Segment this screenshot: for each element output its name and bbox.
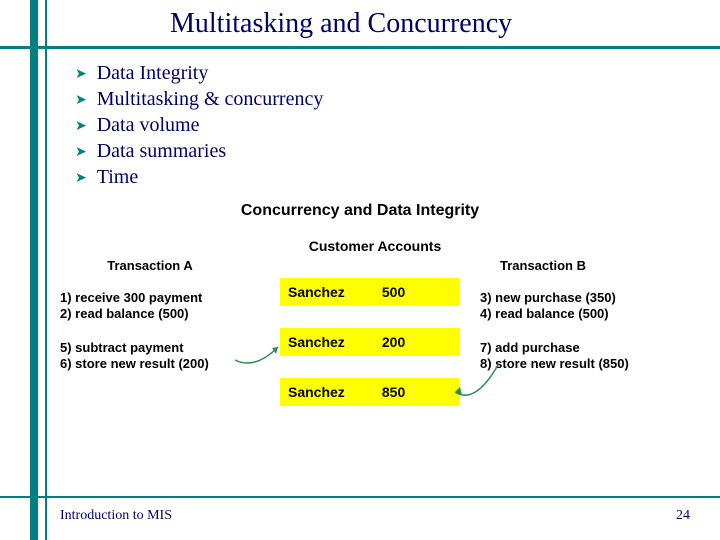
page-title: Multitasking and Concurrency	[170, 8, 710, 40]
bullet-text: Data Integrity	[97, 62, 209, 85]
account-row: Sanchez 500	[280, 278, 460, 306]
step-line: 2) read balance (500)	[60, 306, 250, 322]
bullet-icon: ➤	[75, 65, 87, 82]
bullet-icon: ➤	[75, 169, 87, 186]
step-line: 3) new purchase (350)	[480, 290, 690, 306]
transaction-b-step-block: 3) new purchase (350) 4) read balance (5…	[480, 290, 690, 323]
decor-top-bar	[0, 46, 720, 49]
transaction-a-step-block: 5) subtract payment 6) store new result …	[60, 340, 250, 373]
decor-left-thin	[45, 0, 47, 540]
bullet-item: ➤ Data volume	[75, 114, 323, 137]
bullet-text: Time	[97, 166, 139, 189]
accounts-header: Customer Accounts	[290, 238, 460, 254]
bullet-icon: ➤	[75, 91, 87, 108]
bullet-list: ➤ Data Integrity ➤ Multitasking & concur…	[75, 62, 323, 192]
step-line: 8) store new result (850)	[480, 356, 690, 372]
bullet-text: Data volume	[97, 114, 200, 137]
decor-left-thick	[30, 0, 38, 540]
step-line: 6) store new result (200)	[60, 356, 250, 372]
section-subtitle: Concurrency and Data Integrity	[0, 202, 720, 220]
account-row: Sanchez 200	[280, 328, 460, 356]
bullet-item: ➤ Time	[75, 166, 323, 189]
account-value: 850	[382, 384, 405, 400]
bullet-item: ➤ Multitasking & concurrency	[75, 88, 323, 111]
transaction-a-header: Transaction A	[60, 258, 240, 273]
step-line: 4) read balance (500)	[480, 306, 690, 322]
bullet-item: ➤ Data summaries	[75, 140, 323, 163]
account-name: Sanchez	[288, 334, 378, 350]
account-name: Sanchez	[288, 284, 378, 300]
footer-page-number: 24	[676, 508, 690, 524]
transaction-b-header: Transaction B	[480, 258, 690, 273]
bullet-icon: ➤	[75, 143, 87, 160]
footer-left: Introduction to MIS	[60, 508, 172, 524]
bullet-text: Multitasking & concurrency	[97, 88, 324, 111]
bullet-icon: ➤	[75, 117, 87, 134]
transaction-a-step-block: 1) receive 300 payment 2) read balance (…	[60, 290, 250, 323]
account-name: Sanchez	[288, 384, 378, 400]
step-line: 7) add purchase	[480, 340, 690, 356]
account-row: Sanchez 850	[280, 378, 460, 406]
bullet-item: ➤ Data Integrity	[75, 62, 323, 85]
step-line: 5) subtract payment	[60, 340, 250, 356]
bullet-text: Data summaries	[97, 140, 226, 163]
transaction-b-step-block: 7) add purchase 8) store new result (850…	[480, 340, 690, 373]
step-line: 1) receive 300 payment	[60, 290, 250, 306]
account-value: 200	[382, 334, 405, 350]
decor-bottom-bar	[0, 496, 720, 498]
account-value: 500	[382, 284, 405, 300]
